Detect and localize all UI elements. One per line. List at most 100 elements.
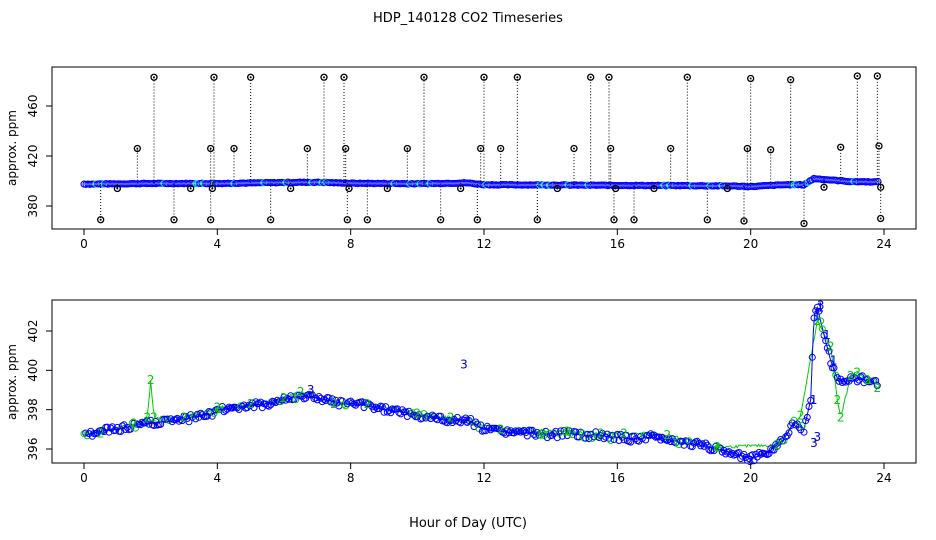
bottom-series-point	[645, 432, 653, 440]
bottom-series-point	[718, 448, 726, 456]
bottom-series-2-marker: 2	[180, 411, 188, 425]
bottom-series-point	[688, 443, 696, 451]
bottom-series-point	[532, 432, 540, 440]
bottom-series-2-marker: 2	[714, 440, 722, 454]
top-outlier-high-center	[306, 147, 309, 150]
top-outlier-low	[97, 216, 105, 224]
bottom-series-2-marker: 2	[814, 314, 822, 328]
bottom-series-point	[292, 396, 300, 404]
bottom-series-point	[252, 398, 260, 406]
top-outlier-low	[877, 183, 885, 191]
top-outlier-low	[207, 216, 215, 224]
bottom-series-point	[678, 438, 686, 445]
top-outlier-low-center	[459, 187, 462, 190]
bottom-x-tick-label: 12	[476, 471, 491, 485]
bottom-series-point	[172, 416, 180, 424]
bottom-series-point	[147, 416, 155, 424]
top-outlier-high	[683, 73, 691, 81]
bottom-series-point	[255, 399, 263, 407]
bottom-series-1-marker: 1	[823, 328, 831, 342]
bottom-series-point	[827, 360, 835, 368]
top-outlier-high	[837, 143, 845, 151]
top-outlier-low-center	[803, 222, 805, 225]
bottom-series-2-marker: 2	[214, 401, 222, 415]
top-outlier-high-center	[789, 78, 792, 81]
top-outlier-low	[208, 184, 216, 193]
bottom-series-point	[273, 396, 281, 404]
bottom-series-point	[553, 434, 561, 442]
bottom-series-point	[502, 430, 510, 438]
top-y-tick-label: 420	[26, 145, 40, 168]
top-outlier-low-center	[706, 218, 709, 221]
bottom-series-point	[808, 353, 816, 361]
bottom-series-point	[130, 419, 138, 427]
bottom-series-point	[248, 399, 256, 407]
top-outlier-low-center	[211, 187, 214, 190]
top-outlier-high-center	[878, 145, 880, 147]
bottom-series-point	[767, 445, 775, 453]
top-outlier-high	[513, 73, 521, 81]
top-outlier-low-center	[366, 218, 369, 221]
bottom-series-1-marker: 1	[810, 393, 818, 407]
top-outlier-high	[667, 144, 675, 153]
bottom-series-point	[272, 399, 280, 406]
top-outlier-low	[473, 216, 481, 224]
bottom-series-point	[572, 428, 580, 436]
bottom-series-point	[743, 456, 751, 464]
top-outlier-high	[853, 72, 861, 80]
bottom-series-point	[818, 325, 826, 333]
bottom-series-point	[608, 431, 616, 439]
bottom-series-point	[327, 398, 335, 406]
top-outlier-low-center	[613, 218, 615, 221]
bottom-series-point	[853, 378, 861, 386]
bottom-series-2-marker: 2	[874, 381, 882, 395]
top-outlier-low	[343, 216, 351, 224]
bottom-series-point	[640, 431, 648, 439]
bottom-series-point	[585, 435, 593, 443]
bottom-series-2-marker: 2	[150, 411, 158, 425]
bottom-series-point	[813, 303, 821, 311]
bottom-series-2-marker: 2	[797, 409, 805, 423]
bottom-series-point	[467, 415, 475, 422]
bottom-series-3-marker: 3	[810, 436, 818, 450]
top-outlier-low-center	[386, 187, 389, 190]
top-outlier-low	[187, 184, 195, 193]
top-outlier-high-center	[516, 76, 519, 79]
top-outlier-high-center	[608, 76, 610, 79]
top-outlier-low	[610, 216, 618, 224]
bottom-series-3-marker: 3	[307, 383, 315, 397]
bottom-series-point	[610, 436, 618, 443]
bottom-series-point	[848, 374, 856, 382]
bottom-series-point	[198, 411, 206, 419]
bottom-series-point	[647, 430, 655, 438]
top-outlier-high-center	[213, 76, 215, 79]
top-outlier-low	[650, 184, 658, 193]
bottom-series-point	[473, 420, 481, 428]
bottom-series-1-marker: 1	[830, 354, 838, 368]
bottom-series-3-marker: 3	[817, 298, 825, 312]
bottom-series-point	[228, 404, 236, 412]
top-outlier-high	[320, 73, 328, 81]
bottom-series-point	[757, 450, 765, 458]
figure-title: HDP_140128 CO2 Timeseries	[373, 11, 563, 26]
bottom-series-2-marker: 2	[364, 397, 372, 411]
top-outlier-high	[303, 144, 311, 153]
bottom-series-2-marker: 2	[847, 369, 855, 383]
bottom-series-point	[727, 450, 735, 458]
bottom-series-2-marker: 2	[597, 426, 605, 440]
top-outlier-high	[480, 73, 488, 81]
top-outlier-high-center	[669, 147, 672, 150]
bottom-series-point	[817, 317, 825, 325]
bottom-series-point	[143, 417, 151, 425]
top-outlier-high-center	[483, 76, 485, 79]
top-outlier-low-center	[536, 218, 539, 221]
bottom-series-point	[805, 403, 813, 410]
bottom-series-point	[315, 393, 323, 400]
top-x-tick-label: 20	[743, 237, 758, 251]
top-outlier-low-center	[556, 187, 559, 190]
bottom-series-point	[803, 413, 811, 421]
bottom-series-2-marker: 2	[497, 422, 505, 436]
bottom-y-tick-label: 398	[26, 398, 40, 421]
top-x-tick-label: 24	[876, 237, 891, 251]
